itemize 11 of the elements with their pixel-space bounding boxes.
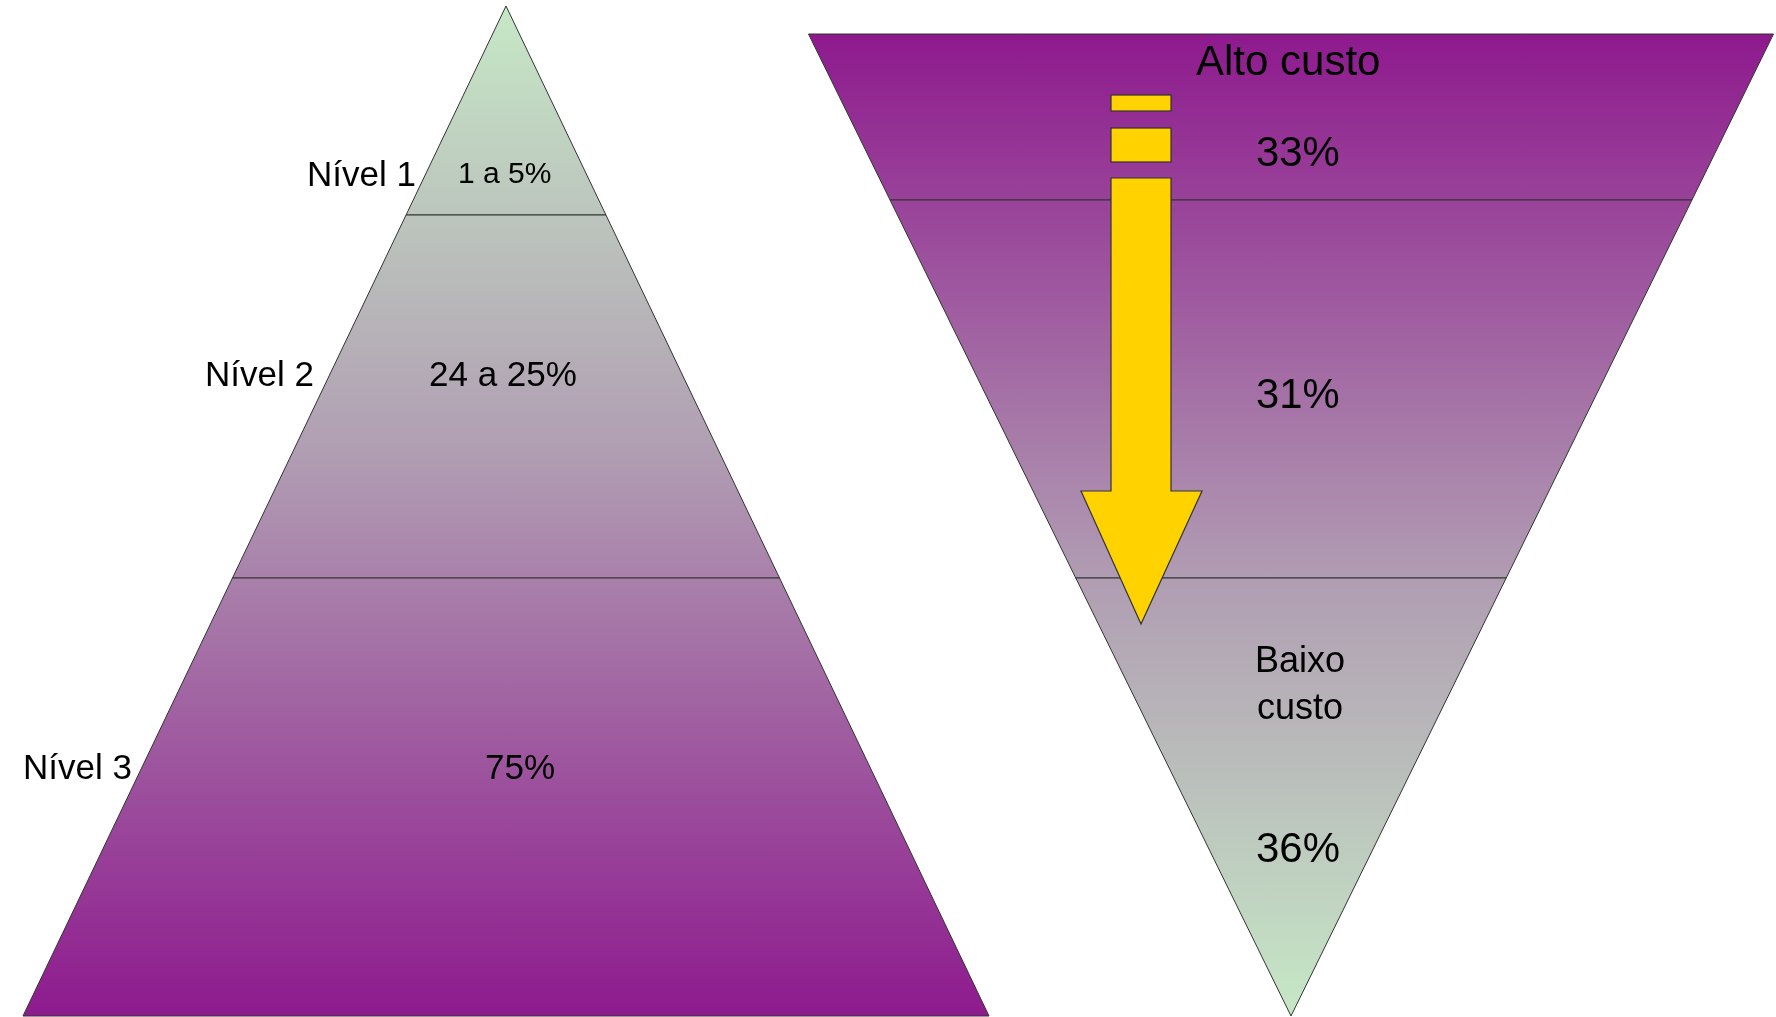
- data-label: 24 a 25%: [429, 354, 577, 393]
- category-label: Nível 2: [205, 354, 314, 393]
- text: Alto custo: [1196, 37, 1381, 84]
- category-label: Nível 3: [23, 747, 132, 786]
- data-label: 75%: [485, 747, 556, 786]
- data-label: 1 a 5%: [458, 156, 552, 189]
- category-label: Nível 1: [307, 154, 416, 193]
- data-label: 31%: [1256, 370, 1340, 417]
- data-label: 36%: [1256, 824, 1341, 871]
- text: Baixo custo: [1255, 639, 1346, 727]
- data-label: 33%: [1256, 128, 1340, 175]
